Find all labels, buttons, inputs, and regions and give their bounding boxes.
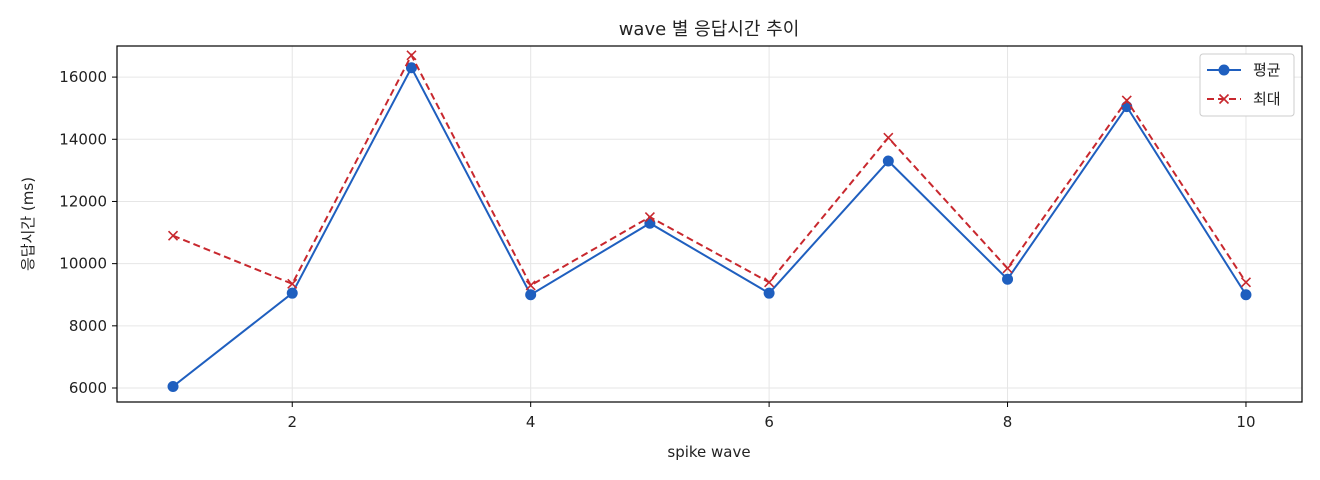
x-axis: 2 4 6 8 10 [287,402,1256,431]
legend-label: 평균 [1253,61,1281,79]
data-point [405,62,417,74]
series-max [167,50,1252,291]
legend-marker [1218,64,1230,76]
y-axis-label: 응답시간 (ms) [19,177,37,271]
data-point [882,155,894,167]
x-tick-label: 10 [1236,413,1255,431]
y-tick-label: 8000 [69,317,107,335]
legend-item: 최대 [1207,90,1281,108]
data-point [525,280,536,291]
grid [117,46,1302,402]
legend-item: 평균 [1207,61,1281,79]
series-line [172,65,1247,388]
data-point [644,211,655,223]
y-tick-label: 10000 [59,255,107,273]
data-point [406,50,417,61]
series-line [172,53,1247,287]
data-point [883,132,894,143]
data-point [1240,289,1252,301]
data-point [1002,263,1013,274]
y-tick-label: 14000 [59,130,107,148]
data-point [1121,95,1132,106]
y-tick-label: 6000 [69,379,107,397]
y-tick-label: 16000 [59,68,107,86]
data-point [764,277,775,288]
legend-label: 최대 [1253,90,1281,108]
plot-area [116,45,1303,403]
legend-marker [1218,93,1230,105]
y-tick-label: 12000 [59,192,107,210]
series-mean [167,62,1252,392]
x-tick-label: 4 [526,413,536,431]
x-tick-label: 2 [287,413,297,431]
chart-title: wave 별 응답시간 추이 [619,19,800,40]
x-tick-label: 6 [764,413,774,431]
data-point [1002,273,1014,285]
series-layer [167,50,1252,392]
data-point [286,287,298,299]
data-point [525,289,537,301]
data-point [763,287,775,299]
data-point [287,278,298,289]
data-point [167,380,179,392]
data-point [167,230,179,241]
x-tick-label: 8 [1003,413,1013,431]
x-axis-label: spike wave [667,443,750,461]
data-point [1240,277,1252,288]
y-axis: 6000 8000 10000 12000 14000 16000 [59,68,117,397]
data-point [644,217,656,229]
